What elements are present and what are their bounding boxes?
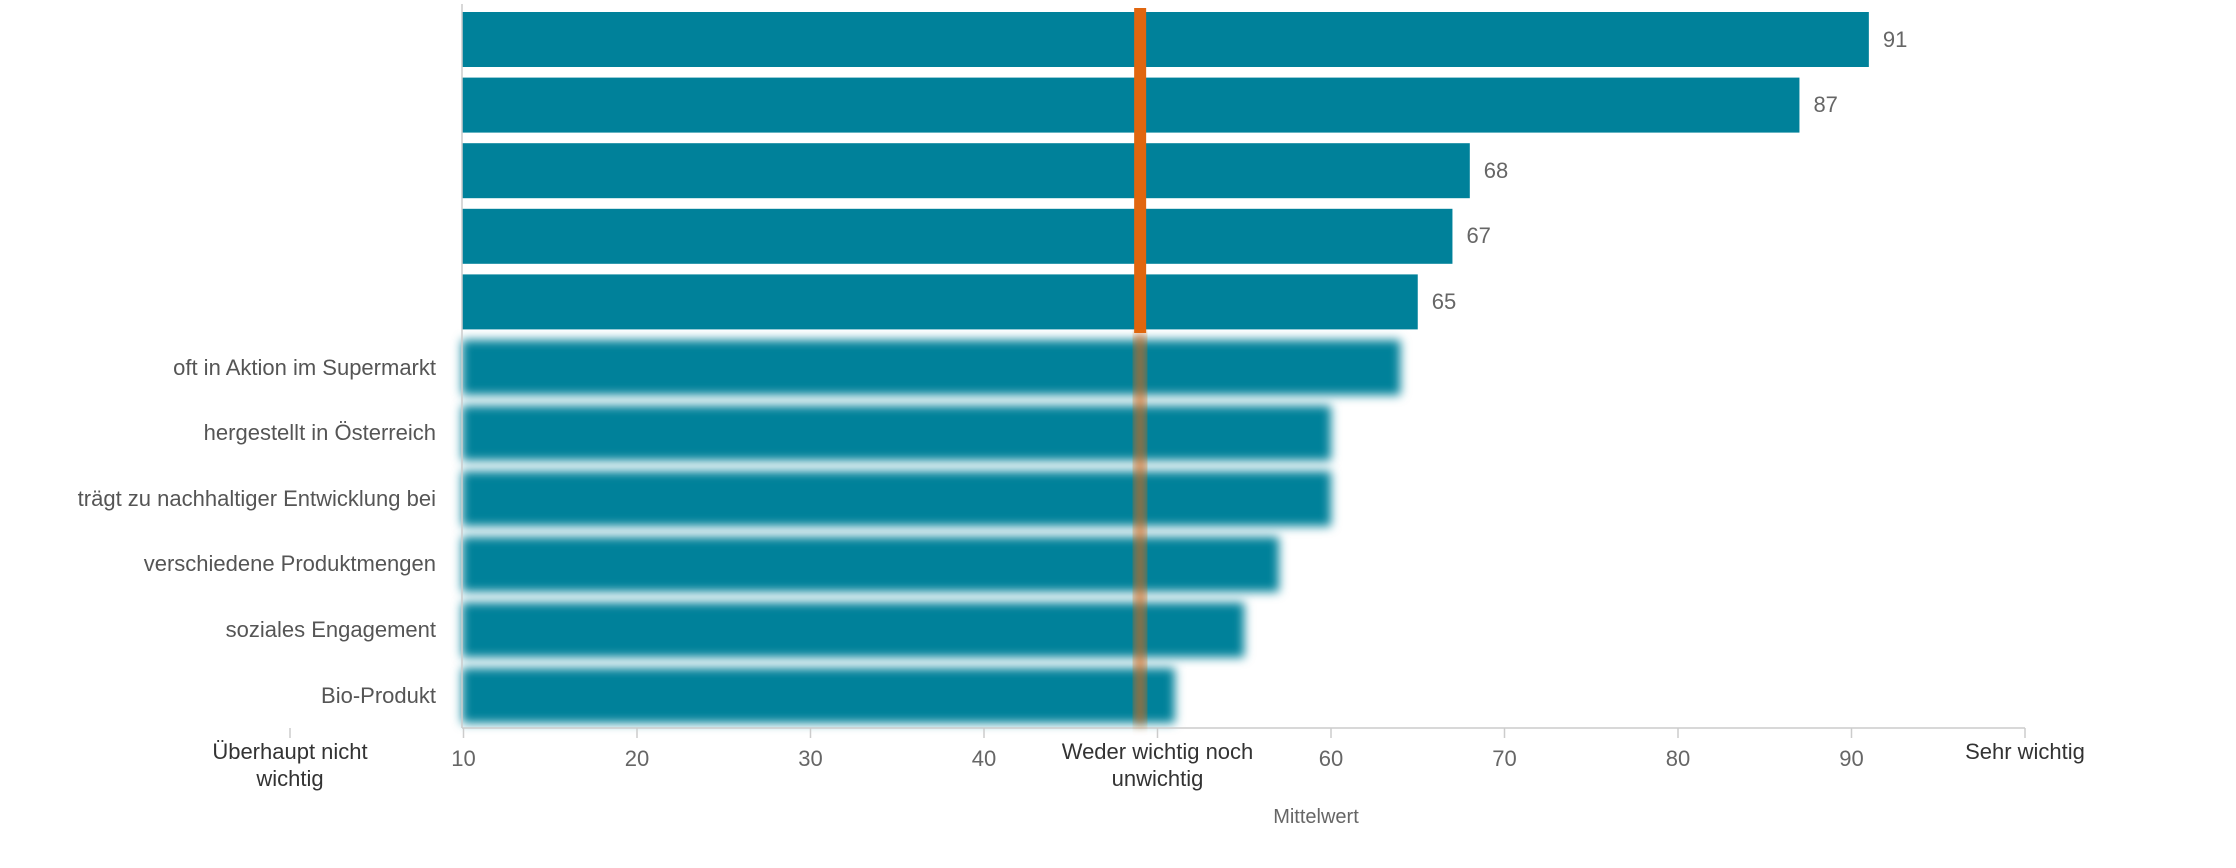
x-tick-label-9: 90 [1839,746,1864,771]
x-tick-label-8: 80 [1665,746,1691,771]
value-label-2: 68 [1483,157,1509,183]
value-label-0: 91 [1882,26,1908,52]
bar-1 [462,77,1800,133]
x-axis-title: Mittelwert [1273,806,1359,828]
value-label-3: 67 [1466,223,1491,249]
x-tick-label-10: Sehr wichtig [1965,739,2085,764]
bar-3 [462,208,1453,264]
category-label-5: oft in Aktion im Supermarkt [173,354,436,380]
axis-layer [289,4,2026,738]
reference-line [1134,8,1147,333]
x-tick-label-7: 70 [1492,746,1517,771]
value-label-1: 87 [1813,92,1838,118]
category-label-6: hergestellt in Österreich [203,420,436,446]
bar-4 [462,274,1418,330]
x-tick-label-6: 60 [1318,746,1344,771]
bar-5 [462,340,1401,395]
bars-layer [462,12,1869,723]
bar-0 [462,12,1869,67]
bar-8 [462,536,1279,592]
bar-9 [462,602,1245,658]
x-tick-label-4: 40 [971,746,997,771]
value-label-4: 65 [1431,288,1457,314]
category-label-7: trägt zu nachhaltiger Entwicklung bei [77,485,436,511]
x-tick-label-1: 10 [451,746,476,771]
bar-6 [462,405,1331,461]
category-label-9: soziales Engagement [225,616,436,642]
x-tick-label-3: 30 [798,746,823,771]
bar-2 [462,143,1470,199]
category-label-8: verschiedene Produktmengen [143,551,436,577]
x-tick-label-5: Weder wichtig noch unwichtig [1061,739,1254,791]
x-tick-label-0: Überhaupt nicht wichtig [212,739,368,791]
x-tick-label-2: 20 [624,746,650,771]
bar-7 [462,471,1331,527]
bar-10 [462,668,1175,723]
reference-line-blurred [1134,333,1147,725]
category-label-10: Bio-Produkt [321,682,436,708]
